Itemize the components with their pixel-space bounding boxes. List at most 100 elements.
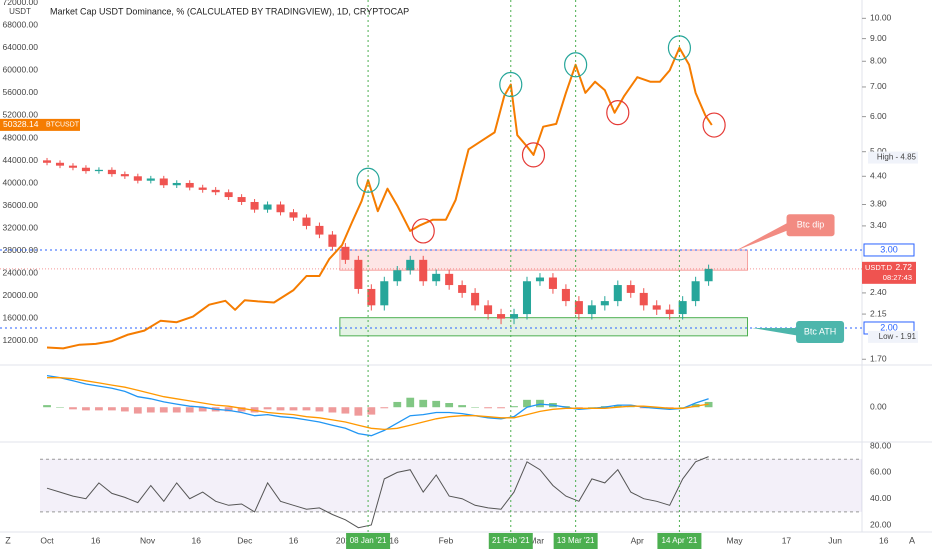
extreme-label: Low - 1.91 bbox=[879, 332, 917, 341]
rsi-tick-label: 20.00 bbox=[870, 519, 892, 529]
x-tick-label: Apr bbox=[631, 535, 644, 545]
macd-histogram-bar bbox=[289, 407, 298, 411]
candle-body bbox=[302, 217, 311, 226]
macd-histogram-bar bbox=[393, 401, 402, 408]
zone bbox=[339, 249, 749, 271]
macd-histogram-bar bbox=[69, 407, 77, 410]
level-badge bbox=[863, 243, 915, 257]
price-badge-value: 2.72 bbox=[895, 262, 912, 272]
left-tick-label: 40000.00 bbox=[3, 177, 39, 187]
candle-body bbox=[626, 285, 635, 293]
x-tick-label: Jun bbox=[828, 535, 842, 545]
candle-body bbox=[237, 197, 246, 202]
right-tick-label: 3.40 bbox=[870, 220, 887, 230]
right-tick-label: 9.00 bbox=[870, 33, 887, 43]
candle-body bbox=[81, 167, 90, 172]
left-tick-label: 72000.00 bbox=[3, 0, 39, 7]
rsi-tick-label: 60.00 bbox=[870, 467, 892, 477]
candle-body bbox=[471, 292, 480, 306]
date-marker-box bbox=[553, 533, 598, 549]
right-tick-label: 1.70 bbox=[870, 354, 887, 364]
callout-pointer bbox=[752, 327, 801, 336]
candle-body bbox=[43, 160, 52, 163]
x-tick-label: May bbox=[727, 535, 744, 545]
candle-body bbox=[159, 178, 168, 186]
x-tick-label: Dec bbox=[237, 535, 253, 545]
right-tick-label: 3.80 bbox=[870, 199, 887, 209]
corner-label: A bbox=[909, 535, 915, 545]
macd-histogram-bar bbox=[315, 407, 324, 412]
macd-histogram-bar bbox=[120, 407, 129, 412]
level-badge-label: 2.00 bbox=[880, 322, 898, 332]
highlight-circle bbox=[411, 218, 435, 244]
macd-histogram-bar bbox=[471, 407, 479, 408]
candle-body bbox=[678, 301, 687, 315]
candle-body bbox=[146, 178, 155, 181]
left-tick-label: 64000.00 bbox=[3, 42, 39, 52]
x-tick-label: Feb bbox=[439, 535, 454, 545]
macd-histogram-bar bbox=[380, 407, 389, 409]
left-tick-label: 48000.00 bbox=[3, 132, 39, 142]
candle-body bbox=[497, 314, 506, 319]
candle-body bbox=[548, 277, 557, 289]
candle-body bbox=[665, 309, 674, 315]
rsi-line bbox=[46, 456, 709, 529]
macd-histogram-bar bbox=[458, 405, 467, 408]
candle-body bbox=[172, 182, 181, 186]
macd-histogram-bar bbox=[107, 407, 116, 411]
right-tick-label: 8.00 bbox=[870, 56, 887, 66]
right-tick-label: 5.00 bbox=[870, 146, 887, 156]
right-tick-label: 2.15 bbox=[870, 308, 887, 318]
macd-histogram-bar bbox=[95, 407, 103, 411]
macd-histogram-bar bbox=[302, 407, 311, 411]
candle-body bbox=[639, 292, 648, 306]
x-tick-label: 16 bbox=[289, 535, 299, 545]
macd-histogram-bar bbox=[263, 407, 272, 410]
date-marker-label: 08 Jan '21 bbox=[350, 536, 387, 545]
right-tick-label: 7.00 bbox=[870, 81, 887, 91]
date-marker-box bbox=[346, 533, 391, 549]
candle-body bbox=[120, 174, 129, 177]
macd-histogram-bar bbox=[367, 407, 376, 415]
candle-body bbox=[561, 288, 570, 302]
macd-histogram-bar bbox=[328, 407, 337, 413]
candle-body bbox=[380, 281, 389, 306]
date-marker-label: 13 Mar '21 bbox=[557, 536, 595, 545]
candle-body bbox=[263, 204, 272, 210]
left-tick-label: 56000.00 bbox=[3, 87, 39, 97]
right-tick-label: 6.00 bbox=[870, 111, 887, 121]
candle-body bbox=[704, 268, 713, 282]
macd-histogram-bar bbox=[56, 407, 64, 408]
macd-histogram-bar bbox=[237, 407, 246, 412]
candle-body bbox=[510, 314, 519, 319]
macd-histogram-bar bbox=[276, 407, 285, 411]
candle-body bbox=[419, 259, 428, 282]
corner-label: Z bbox=[5, 535, 11, 545]
x-tick-label: Oct bbox=[40, 535, 54, 545]
left-axis-label: USDT bbox=[9, 7, 31, 16]
macd-histogram-bar bbox=[159, 407, 168, 413]
date-marker-label: 21 Feb '21 bbox=[492, 536, 530, 545]
candle-body bbox=[367, 288, 376, 306]
highlight-circle bbox=[702, 112, 726, 138]
candle-body bbox=[406, 259, 415, 271]
macd-histogram-bar bbox=[497, 407, 505, 409]
level-badge-label: 3.00 bbox=[880, 244, 898, 254]
candle-body bbox=[289, 212, 298, 218]
callout-pointer bbox=[734, 221, 791, 252]
callout-box bbox=[796, 320, 845, 343]
price-badge-value: 50328.14 bbox=[3, 119, 39, 129]
macd-histogram-bar bbox=[43, 405, 51, 408]
macd-histogram-bar bbox=[354, 407, 363, 416]
macd-histogram-bar bbox=[133, 407, 142, 414]
price-badge-countdown: 08:27:43 bbox=[883, 273, 912, 282]
extreme-badge bbox=[868, 151, 918, 164]
price-badge bbox=[862, 261, 916, 284]
x-tick-label: 16 bbox=[389, 535, 399, 545]
candle-body bbox=[276, 204, 285, 213]
extreme-label: High - 4.85 bbox=[877, 153, 917, 162]
macd-histogram-bar bbox=[484, 407, 492, 409]
btc-line bbox=[46, 46, 713, 350]
